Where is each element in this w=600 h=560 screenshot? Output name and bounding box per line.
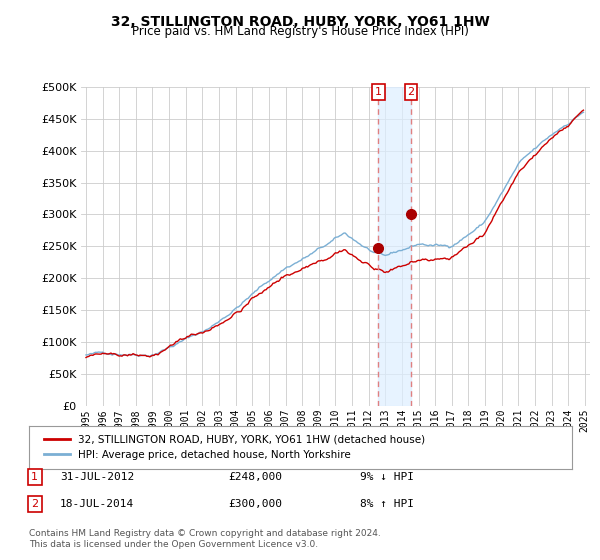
Text: 1: 1: [31, 472, 38, 482]
Text: Price paid vs. HM Land Registry's House Price Index (HPI): Price paid vs. HM Land Registry's House …: [131, 25, 469, 38]
Text: 32, STILLINGTON ROAD, HUBY, YORK, YO61 1HW: 32, STILLINGTON ROAD, HUBY, YORK, YO61 1…: [110, 15, 490, 29]
Text: 8% ↑ HPI: 8% ↑ HPI: [360, 499, 414, 509]
Text: 2: 2: [407, 87, 415, 97]
Text: 31-JUL-2012: 31-JUL-2012: [60, 472, 134, 482]
Text: £248,000: £248,000: [228, 472, 282, 482]
Legend: 32, STILLINGTON ROAD, HUBY, YORK, YO61 1HW (detached house), HPI: Average price,: 32, STILLINGTON ROAD, HUBY, YORK, YO61 1…: [40, 431, 429, 464]
Text: £300,000: £300,000: [228, 499, 282, 509]
Text: 2: 2: [31, 499, 38, 509]
Text: 9% ↓ HPI: 9% ↓ HPI: [360, 472, 414, 482]
Text: 1: 1: [375, 87, 382, 97]
Bar: [378, 87, 411, 406]
Text: 18-JUL-2014: 18-JUL-2014: [60, 499, 134, 509]
Text: Contains HM Land Registry data © Crown copyright and database right 2024.
This d: Contains HM Land Registry data © Crown c…: [29, 529, 380, 549]
